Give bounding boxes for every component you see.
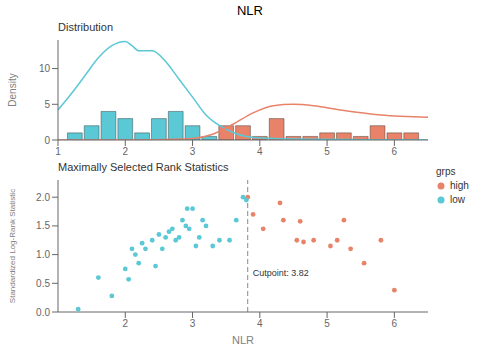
svg-text:4: 4: [257, 318, 263, 329]
svg-text:5: 5: [324, 318, 330, 329]
html-text:high: high: [450, 180, 469, 191]
html-text:NLR: NLR: [237, 3, 263, 18]
html-text:Maximally Selected Rank Statis: Maximally Selected Rank Statistics: [58, 161, 229, 173]
svg-text:2.0: 2.0: [36, 192, 50, 203]
svg-text:1.5: 1.5: [36, 220, 50, 231]
svg-text:0.5: 0.5: [36, 278, 50, 289]
svg-text:Standardized Log-Rank Statisti: Standardized Log-Rank Statistic: [8, 189, 17, 303]
svg-text:5: 5: [324, 146, 330, 157]
svg-text:NLR: NLR: [232, 334, 254, 344]
html-text:Distribution: Distribution: [58, 21, 113, 33]
svg-text:3: 3: [190, 146, 196, 157]
svg-text:4: 4: [257, 146, 263, 157]
svg-text:2: 2: [122, 146, 128, 157]
svg-text:3: 3: [190, 318, 196, 329]
svg-text:1.0: 1.0: [36, 249, 50, 260]
svg-text:2: 2: [122, 318, 128, 329]
svg-text:1: 1: [55, 146, 61, 157]
svg-text:6: 6: [392, 318, 398, 329]
svg-text:Cutpoint: 3.82: Cutpoint: 3.82: [253, 268, 309, 278]
html-text:grps: grps: [436, 166, 456, 177]
svg-text:0.0: 0.0: [36, 307, 50, 318]
svg-text:10: 10: [39, 63, 51, 74]
svg-text:5: 5: [44, 99, 50, 110]
svg-text:0: 0: [44, 135, 50, 146]
svg-text:6: 6: [392, 146, 398, 157]
html-text:low: low: [450, 194, 465, 205]
svg-text:Density: Density: [8, 73, 18, 106]
